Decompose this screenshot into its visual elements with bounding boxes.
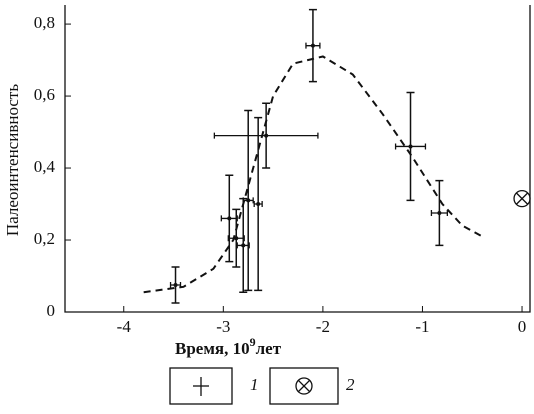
x-axis-label: Время, 109лет <box>175 335 282 358</box>
y-axis-label: Палеоинтенсивность <box>3 84 22 236</box>
fit-curve <box>143 55 483 294</box>
y-tick-label: 0,6 <box>34 85 55 104</box>
special-point <box>513 190 531 208</box>
x-tick-label: -3 <box>216 317 230 336</box>
x-tick-label: 0 <box>518 317 527 336</box>
point <box>246 198 251 203</box>
x-tick-label: -4 <box>117 317 132 336</box>
legend-symbol <box>295 377 313 395</box>
point <box>256 202 261 207</box>
point <box>241 243 246 248</box>
x-tick-label: -2 <box>316 317 330 336</box>
legend-label: 2 <box>346 375 355 394</box>
x-tick-label: -1 <box>415 317 429 336</box>
point <box>227 216 232 221</box>
point <box>173 283 178 288</box>
point <box>437 211 442 216</box>
legend-label: 1 <box>250 375 259 394</box>
point <box>264 133 269 138</box>
x-axis-label-text: Время, 10 <box>175 339 250 358</box>
legend-box <box>269 367 339 405</box>
x-axis-label-unit: лет <box>256 339 282 358</box>
point <box>234 236 239 241</box>
y-tick-label: 0 <box>47 301 56 320</box>
y-tick-label: 0,2 <box>34 229 55 248</box>
axis-frame <box>64 5 531 313</box>
point <box>310 43 315 48</box>
legend-box <box>169 367 233 405</box>
point <box>408 144 413 149</box>
x-axis-label-power: 9 <box>250 335 256 349</box>
y-tick-label: 0,8 <box>34 13 55 32</box>
y-tick-label: 0,4 <box>34 157 56 176</box>
